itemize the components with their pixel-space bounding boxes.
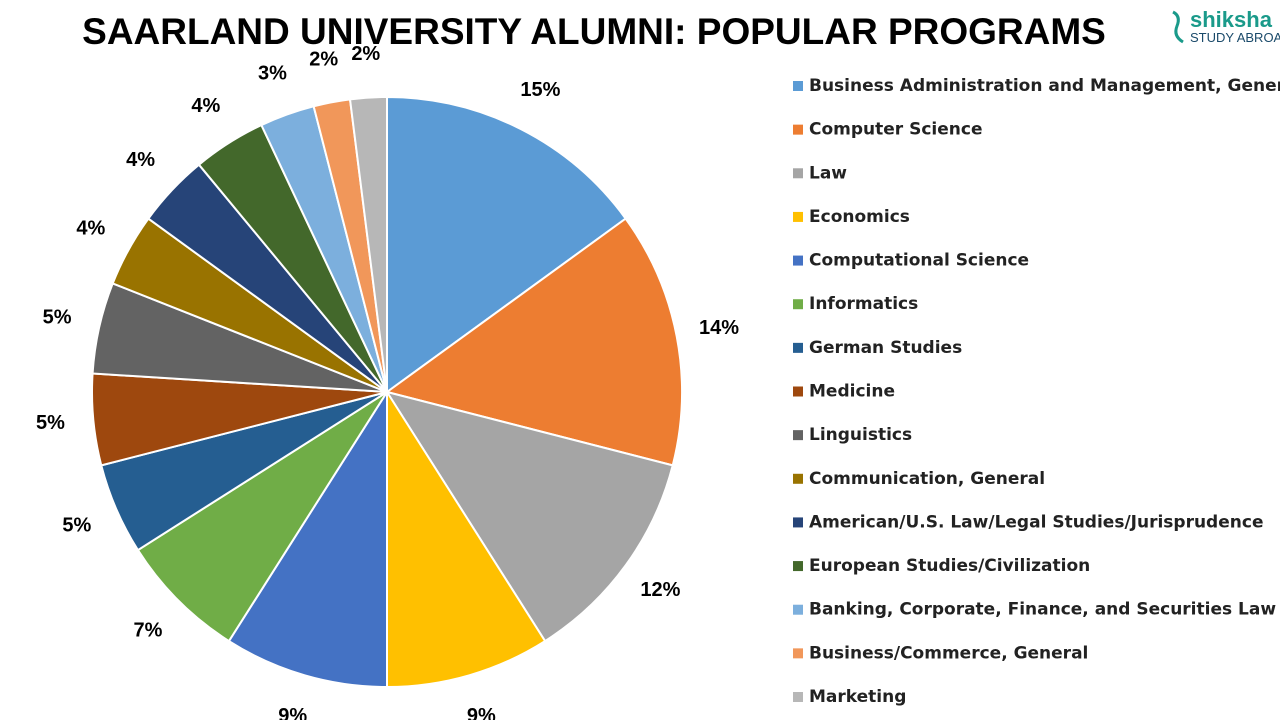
pie-slice [384, 217, 683, 467]
legend-label: European Studies/Civilization [809, 556, 1090, 576]
data-label: 4% [76, 217, 105, 239]
data-label: 4% [191, 95, 220, 117]
pie-slice [386, 388, 547, 689]
legend-label: Economics [809, 207, 910, 227]
legend-swatch [793, 430, 803, 441]
legend-label: Marketing [809, 687, 906, 707]
legend-swatch [793, 299, 803, 310]
data-label: 4% [126, 149, 155, 171]
pie-slice [384, 390, 674, 643]
legend-swatch [793, 168, 803, 179]
data-label: 5% [62, 515, 91, 537]
chart-title: SAARLAND UNIVERSITY ALUMNI: POPULAR PROG… [82, 11, 1106, 52]
data-label: 3% [258, 62, 287, 84]
legend-swatch [793, 342, 803, 353]
legend-swatch [793, 692, 803, 702]
logo-name: shiksha [1190, 7, 1273, 32]
legend-label: Business/Commerce, General [809, 643, 1088, 663]
legend-swatch [793, 124, 803, 135]
data-label: 2% [309, 48, 338, 70]
legend-label: American/U.S. Law/Legal Studies/Jurispru… [809, 512, 1263, 532]
legend-swatch [793, 604, 803, 615]
legend-label: Computer Science [809, 120, 983, 140]
logo: shiksha STUDY ABROAD [1172, 7, 1280, 45]
pie-slice [348, 95, 388, 393]
legend-label: Banking, Corporate, Finance, and Securit… [809, 600, 1276, 620]
legend-label: Communication, General [809, 469, 1045, 489]
data-label: 14% [699, 317, 739, 339]
legend-label: Law [809, 163, 847, 183]
legend-swatch [793, 517, 803, 528]
data-label: 12% [640, 579, 680, 601]
legend-swatch [793, 211, 803, 222]
legend-swatch [793, 386, 803, 397]
legend-swatch [793, 561, 803, 572]
legend-label: Computational Science [809, 251, 1029, 271]
legend-label: Business Administration and Management, … [809, 76, 1280, 96]
pie-slice [227, 388, 388, 689]
data-label: 9% [467, 705, 496, 720]
pie-slice [386, 95, 628, 394]
data-label: 15% [520, 79, 560, 101]
legend-swatch [793, 81, 803, 91]
data-label: 5% [43, 307, 72, 329]
legend-swatch [793, 648, 803, 659]
logo-icon [1172, 10, 1184, 44]
logo-tagline: STUDY ABROAD [1190, 30, 1280, 45]
legend-swatch [793, 255, 803, 266]
legend-label: Linguistics [809, 425, 912, 445]
legend-swatch [793, 473, 803, 484]
data-label: 2% [351, 43, 380, 65]
legend-label: Informatics [809, 294, 918, 314]
legend-label: German Studies [809, 338, 962, 358]
pie-slice [136, 391, 388, 643]
legend-label: Medicine [809, 382, 895, 402]
data-label: 7% [134, 619, 163, 641]
data-label: 5% [36, 412, 65, 434]
data-label: 9% [278, 705, 307, 720]
